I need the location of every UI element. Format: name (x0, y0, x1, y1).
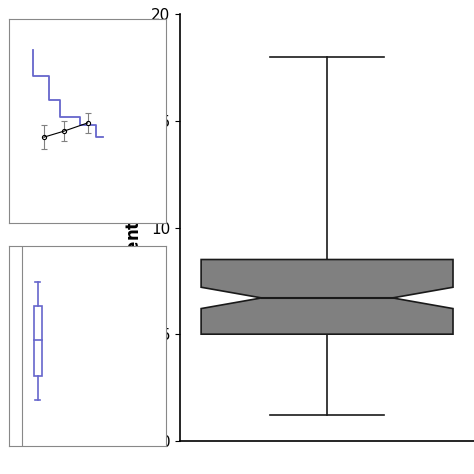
Bar (34, 306, 42, 376)
Y-axis label: HgPM$_{2.5}$ Concentration (pg m$^{-3}$): HgPM$_{2.5}$ Concentration (pg m$^{-3}$) (121, 78, 146, 377)
Polygon shape (201, 260, 453, 334)
